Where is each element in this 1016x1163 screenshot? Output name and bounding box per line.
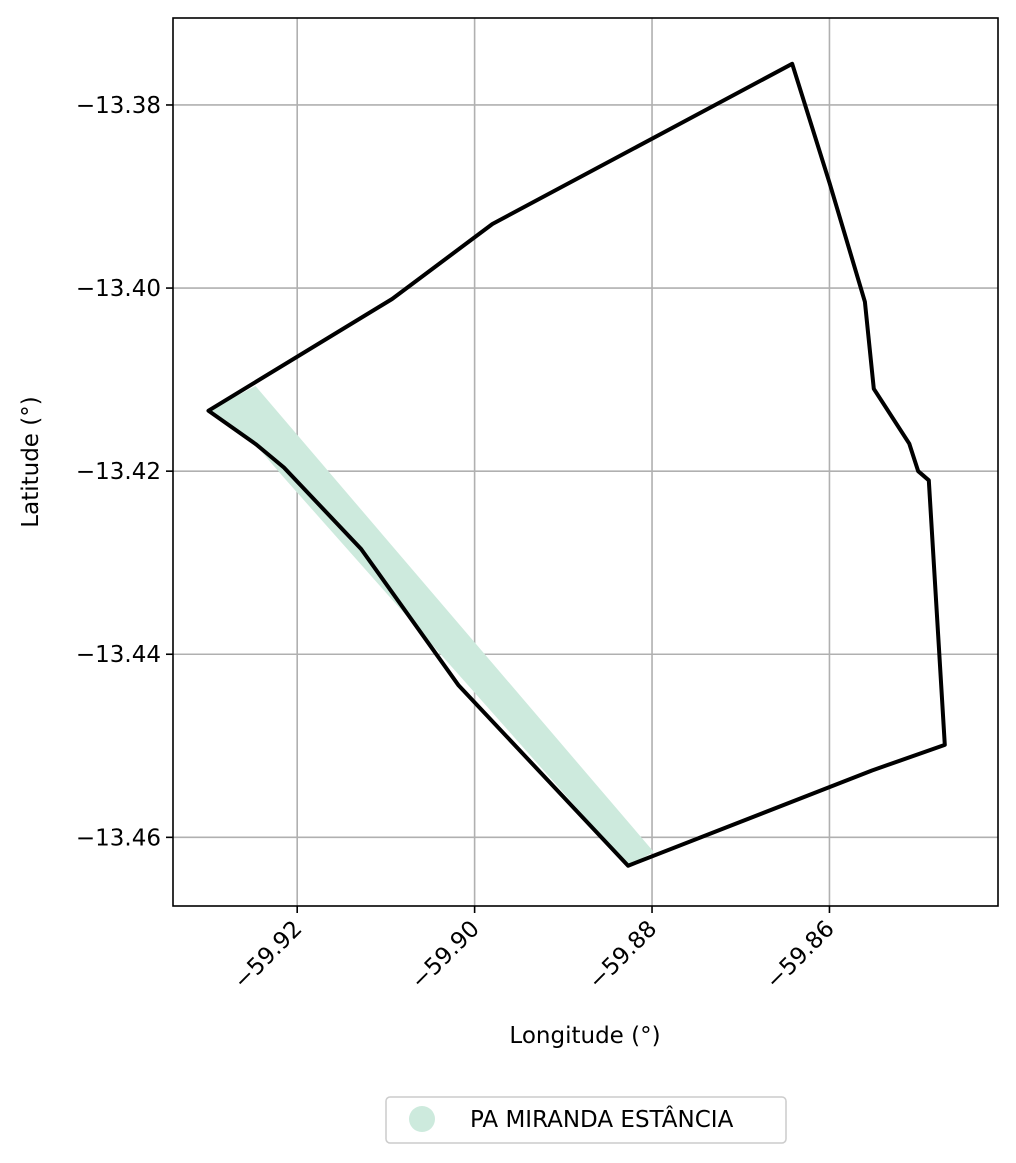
legend: PA MIRANDA ESTÂNCIA [385, 1096, 787, 1144]
x-axis-title: Longitude (°) [509, 1023, 660, 1049]
x-tick-label: −59.92 [229, 916, 308, 995]
plot-frame [172, 17, 999, 907]
y-tick-label: −13.40 [76, 276, 161, 302]
x-tick-label: −59.88 [584, 916, 663, 995]
y-tick-label: −13.44 [76, 642, 161, 668]
y-tick-label: −13.42 [76, 459, 161, 485]
boundary-polygon [206, 61, 947, 868]
y-tick-label: −13.38 [76, 93, 161, 119]
boundary-layer [206, 61, 947, 868]
x-ticks: −59.92 −59.90 −59.88 −59.86 [229, 906, 840, 994]
legend-marker-pa-miranda [409, 1106, 435, 1132]
x-tick-label: −59.86 [761, 916, 840, 995]
x-tick-label: −59.90 [406, 916, 485, 995]
y-ticks: −13.38 −13.40 −13.42 −13.44 −13.46 [76, 93, 173, 851]
y-axis-title: Latitude (°) [18, 396, 44, 527]
legend-label-pa-miranda: PA MIRANDA ESTÂNCIA [470, 1105, 734, 1133]
y-tick-label: −13.46 [76, 825, 161, 851]
legend-box [385, 1096, 787, 1144]
